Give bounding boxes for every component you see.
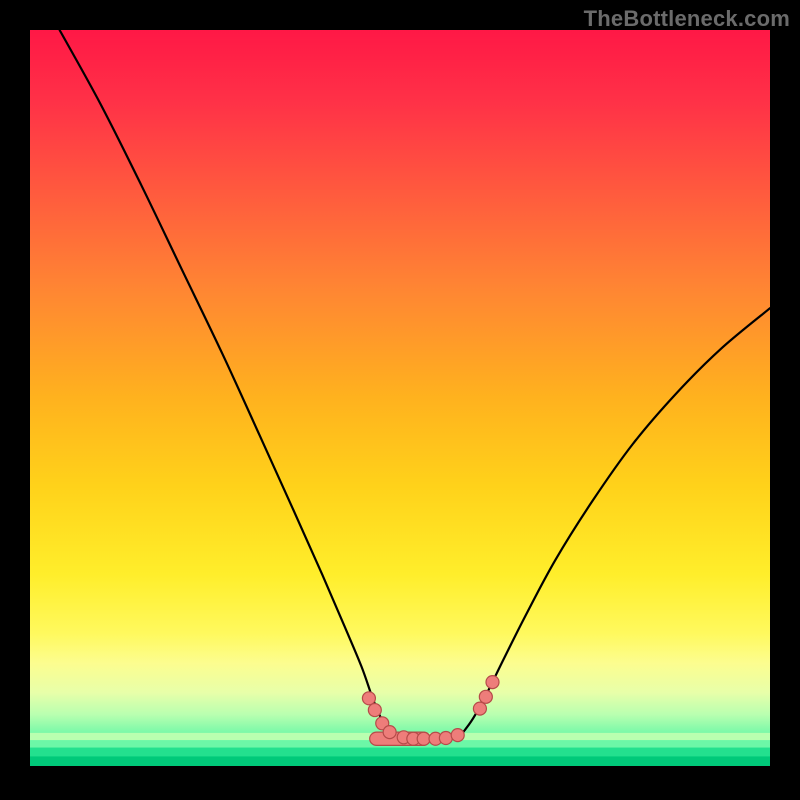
color-band [30, 756, 770, 766]
curve-marker [479, 690, 492, 703]
curve-marker [473, 702, 486, 715]
plot-background [30, 30, 770, 766]
curve-marker [417, 732, 430, 745]
curve-marker [451, 729, 464, 742]
color-band [30, 748, 770, 757]
curve-marker [368, 704, 381, 717]
curve-marker [486, 676, 499, 689]
curve-marker [383, 726, 396, 739]
curve-marker [362, 692, 375, 705]
watermark-text: TheBottleneck.com [584, 6, 790, 32]
chart-root: TheBottleneck.com [0, 0, 800, 800]
chart-svg [0, 0, 800, 800]
curve-marker [439, 732, 452, 745]
